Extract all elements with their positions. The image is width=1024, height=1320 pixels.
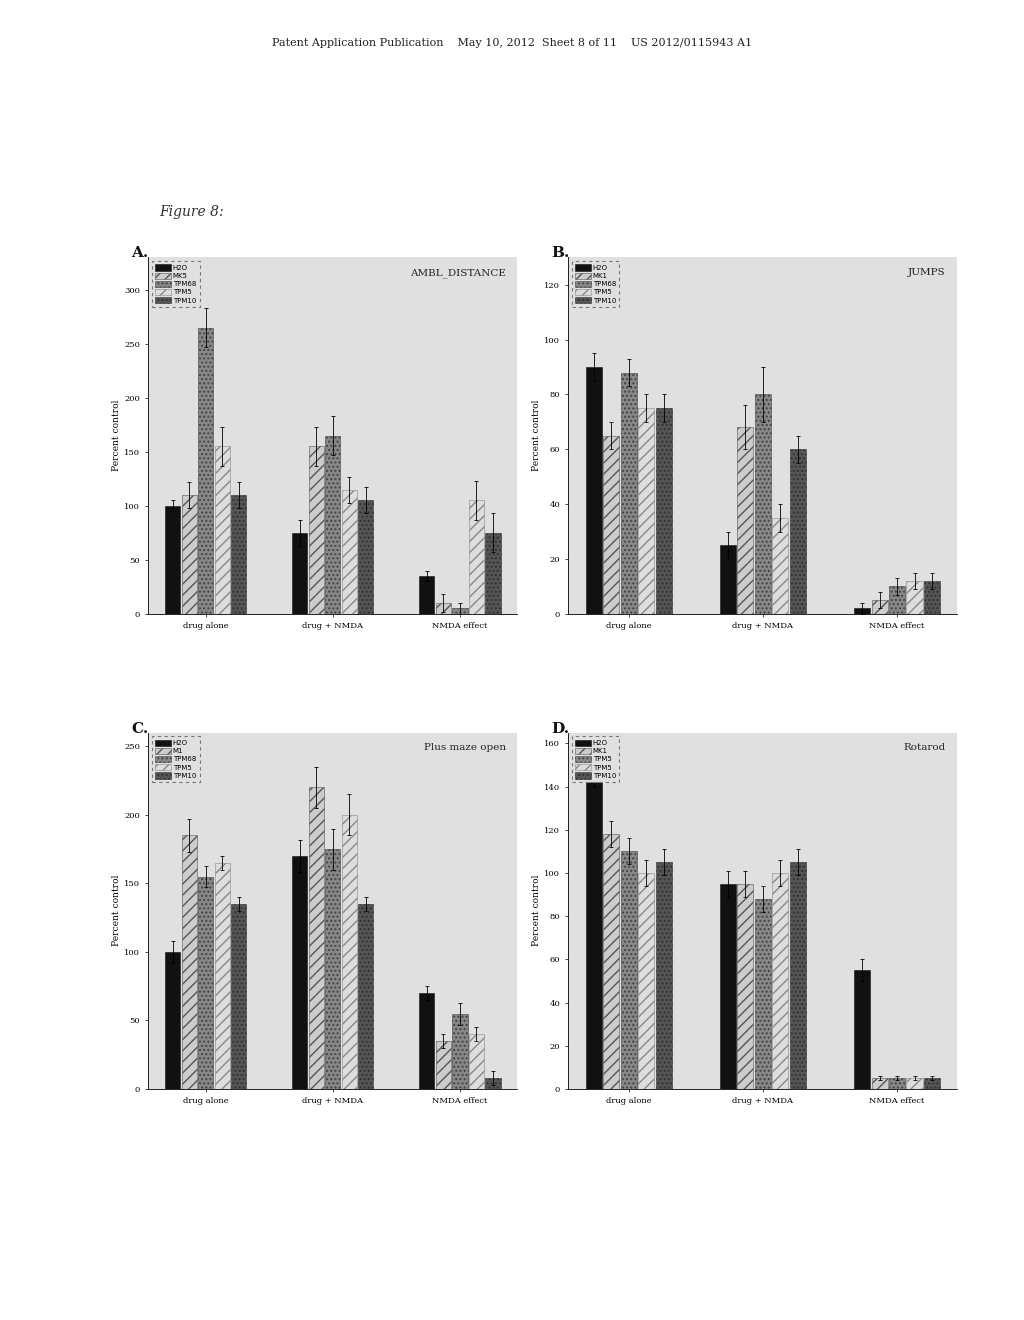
Bar xyxy=(436,603,451,614)
Bar xyxy=(655,408,672,614)
Text: Rotarod: Rotarod xyxy=(903,743,946,752)
Bar xyxy=(586,770,602,1089)
Text: JUMPS: JUMPS xyxy=(908,268,946,277)
Bar xyxy=(790,449,806,614)
Bar xyxy=(790,862,806,1089)
Text: Plus maze open: Plus maze open xyxy=(424,743,506,752)
Bar xyxy=(453,1014,468,1089)
Bar xyxy=(854,609,870,614)
Bar xyxy=(720,545,736,614)
Bar xyxy=(720,884,736,1089)
Bar xyxy=(621,851,637,1089)
Bar xyxy=(755,395,771,614)
Bar xyxy=(165,506,180,614)
Bar xyxy=(326,849,340,1089)
Text: C.: C. xyxy=(131,722,148,737)
Y-axis label: Percent control: Percent control xyxy=(532,875,541,946)
Bar xyxy=(165,952,180,1089)
Bar xyxy=(469,1034,484,1089)
Bar xyxy=(358,904,374,1089)
Bar xyxy=(906,1078,923,1089)
Bar xyxy=(292,533,307,614)
Text: A.: A. xyxy=(131,246,148,260)
Bar xyxy=(924,1078,940,1089)
Legend: H2O, M1, TPM68, TPM5, TPM10: H2O, M1, TPM68, TPM5, TPM10 xyxy=(152,737,200,783)
Bar xyxy=(231,495,247,614)
Bar xyxy=(181,495,197,614)
Text: B.: B. xyxy=(551,246,569,260)
Bar xyxy=(638,873,654,1089)
Bar xyxy=(215,446,229,614)
Bar xyxy=(737,428,754,614)
Bar xyxy=(469,500,484,614)
Bar xyxy=(308,446,324,614)
Bar xyxy=(358,500,374,614)
Bar xyxy=(453,609,468,614)
Bar xyxy=(485,533,501,614)
Bar xyxy=(198,327,213,614)
Bar xyxy=(603,834,620,1089)
Bar xyxy=(772,873,788,1089)
Text: D.: D. xyxy=(551,722,569,737)
Bar xyxy=(603,436,620,614)
Bar xyxy=(198,876,213,1089)
Bar xyxy=(326,436,340,614)
Text: Figure 8:: Figure 8: xyxy=(159,205,223,219)
Bar xyxy=(906,581,923,614)
Bar xyxy=(215,863,229,1089)
Bar xyxy=(655,862,672,1089)
Bar xyxy=(342,490,357,614)
Bar xyxy=(737,884,754,1089)
Bar xyxy=(889,586,905,614)
Bar xyxy=(419,576,434,614)
Bar xyxy=(342,814,357,1089)
Bar xyxy=(485,1078,501,1089)
Bar xyxy=(889,1078,905,1089)
Legend: H2O, MK1, TPM68, TPM5, TPM10: H2O, MK1, TPM68, TPM5, TPM10 xyxy=(571,261,620,308)
Bar xyxy=(436,1041,451,1089)
Bar xyxy=(419,993,434,1089)
Bar xyxy=(854,970,870,1089)
Bar xyxy=(772,517,788,614)
Bar xyxy=(181,836,197,1089)
Bar xyxy=(755,899,771,1089)
Text: Patent Application Publication    May 10, 2012  Sheet 8 of 11    US 2012/0115943: Patent Application Publication May 10, 2… xyxy=(272,38,752,49)
Bar xyxy=(871,1078,888,1089)
Bar xyxy=(231,904,247,1089)
Bar xyxy=(308,788,324,1089)
Y-axis label: Percent control: Percent control xyxy=(113,400,122,471)
Bar xyxy=(621,372,637,614)
Y-axis label: Percent control: Percent control xyxy=(532,400,542,471)
Legend: H2O, MK1, TPM5, TPM5, TPM10: H2O, MK1, TPM5, TPM5, TPM10 xyxy=(571,737,620,783)
Legend: H2O, MK5, TPM68, TPM5, TPM10: H2O, MK5, TPM68, TPM5, TPM10 xyxy=(152,261,200,308)
Bar xyxy=(638,408,654,614)
Bar xyxy=(586,367,602,614)
Bar xyxy=(292,855,307,1089)
Y-axis label: Percent control: Percent control xyxy=(113,875,122,946)
Bar xyxy=(924,581,940,614)
Text: AMBL_DISTANCE: AMBL_DISTANCE xyxy=(411,268,506,277)
Bar xyxy=(871,601,888,614)
